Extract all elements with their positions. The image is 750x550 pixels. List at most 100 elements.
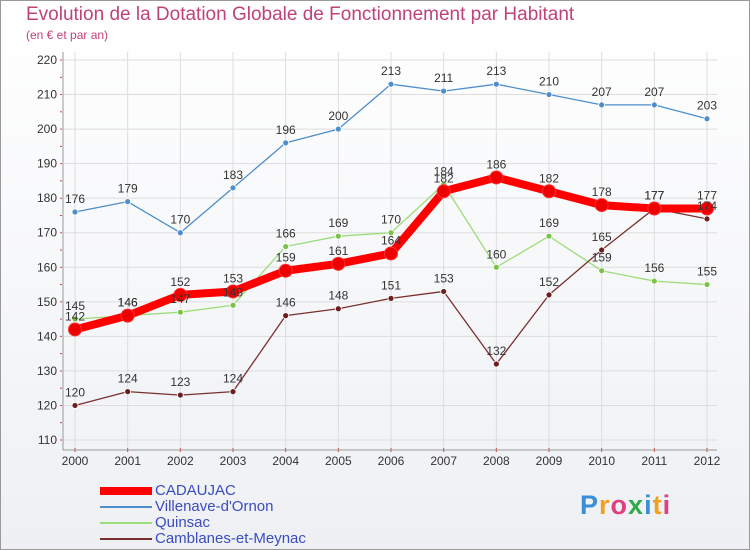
data-label: 174 [697,199,717,213]
data-label: 177 [644,189,664,203]
data-label: 176 [65,192,85,206]
legend-label: Quinsac [155,514,211,531]
data-label: 213 [381,64,401,78]
data-point [594,198,609,213]
data-point [384,246,398,261]
x-tick-label: 2008 [483,454,510,468]
data-point [703,115,711,123]
data-label: 142 [65,309,85,323]
data-point [700,201,714,216]
data-point [650,101,658,109]
data-label: 146 [118,296,138,310]
data-label: 196 [276,123,296,137]
data-point [545,291,553,299]
logo-letter: o [610,490,629,520]
data-point [440,87,448,95]
data-label: 149 [223,285,243,299]
logo-letter: t [652,490,663,520]
data-label: 146 [276,296,296,310]
logo-letter: r [599,490,611,520]
data-point [124,198,132,206]
y-tick-label: 140 [37,329,57,343]
data-label: 159 [276,251,296,265]
data-point [598,267,606,275]
data-label: 207 [592,85,612,99]
data-point [173,287,188,302]
data-point [229,388,237,396]
legend-label: CADAUJAC [155,482,236,499]
data-point [71,208,79,216]
legend-label: Camblanes-et-Meynac [155,530,306,547]
y-tick-label: 160 [37,260,57,274]
data-label: 170 [170,213,190,227]
logo-letter: x [628,490,645,520]
x-tick-label: 2010 [588,454,615,468]
data-point [489,170,504,185]
y-tick-label: 150 [37,295,57,309]
data-label: 124 [223,372,243,386]
legend-swatch [100,506,152,508]
y-tick-label: 180 [37,191,57,205]
x-tick-label: 2002 [167,454,194,468]
data-point [650,277,658,285]
data-point [334,232,342,240]
y-tick-label: 130 [37,364,57,378]
data-point [545,232,553,240]
logo-letter: i [644,490,653,520]
data-point [334,305,342,313]
data-point [703,281,711,288]
data-label: 159 [592,251,612,265]
x-tick-label: 2011 [641,454,667,468]
data-label: 165 [592,230,612,244]
data-label: 153 [434,271,454,285]
x-tick-label: 2012 [694,454,721,468]
data-point [542,184,556,199]
data-label: 177 [644,189,664,203]
data-point [440,288,448,295]
y-tick-label: 170 [37,226,57,240]
data-label: 156 [644,261,664,275]
data-point [229,301,237,309]
data-label: 183 [223,168,243,182]
data-point [387,294,395,302]
data-label: 169 [539,216,559,230]
data-label: 177 [697,189,717,203]
x-tick-label: 2009 [536,454,563,468]
legend-swatch [100,522,152,524]
data-point [492,360,500,368]
data-point [278,263,293,278]
data-label: 184 [434,164,454,178]
data-label: 155 [697,265,717,279]
data-point [71,315,79,323]
data-label: 147 [170,292,190,306]
data-label: 170 [381,213,401,227]
x-tick-label: 2001 [114,454,141,468]
y-tick-label: 210 [37,88,57,102]
data-point [68,322,82,337]
data-label: 160 [486,247,506,261]
logo-letter: P [580,490,600,520]
data-label: 120 [65,385,85,399]
data-label: 161 [328,244,348,258]
data-label: 153 [223,271,243,285]
data-label: 213 [486,64,506,78]
data-point [229,184,237,192]
data-label: 186 [486,157,506,171]
y-tick-label: 120 [37,398,57,412]
x-tick-label: 2004 [272,454,299,468]
logo-letter: i [662,490,672,520]
data-point [436,184,451,199]
y-tick-label: 190 [37,157,57,171]
data-point [598,246,606,254]
data-label: 203 [697,99,717,113]
data-point [282,243,290,250]
data-label: 169 [328,216,348,230]
data-label: 145 [65,299,85,313]
data-point [492,80,500,88]
data-label: 151 [381,278,401,292]
data-label: 166 [276,227,296,241]
legend-swatch [100,538,152,540]
x-tick-label: 2003 [220,454,247,468]
x-tick-label: 2000 [62,454,89,468]
